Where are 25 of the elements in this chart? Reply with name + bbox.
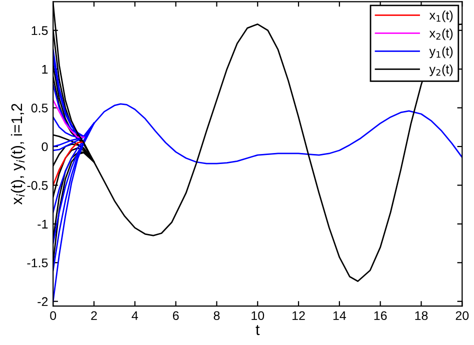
x-tick-label: 4 xyxy=(132,311,138,320)
x-tick-label: 0 xyxy=(50,311,56,320)
legend-label: x$_{1}$(t) xyxy=(429,10,453,22)
y-tick-label: -1 xyxy=(38,220,48,228)
x-tick-label: 2 xyxy=(91,311,97,320)
y-tick-label: -1.5 xyxy=(27,258,48,268)
x-tick-label: 10 xyxy=(252,311,264,320)
x-tick-label: 14 xyxy=(333,311,346,320)
y-axis-title: x$_{i}$(t), y$_{i}$(t), i=1,2 xyxy=(10,104,26,205)
x-tick-label: 6 xyxy=(172,311,179,320)
x-axis-title: t xyxy=(256,325,260,336)
legend-label: y$_{1}$(t) xyxy=(429,46,453,58)
y-tick-label: 0 xyxy=(42,142,48,152)
x-tick-label: 20 xyxy=(456,311,469,320)
x-tick-label: 12 xyxy=(292,311,305,320)
y-tick-label: 1 xyxy=(42,65,48,74)
y-tick-label: 0.5 xyxy=(31,104,48,112)
y-tick-label: -0.5 xyxy=(27,181,48,190)
y-tick-label: 1.5 xyxy=(32,26,48,36)
legend-label: y$_{2}$(t) xyxy=(429,64,453,76)
x-tick-label: 16 xyxy=(374,311,387,320)
legend-label: x$_{2}$(t) xyxy=(429,28,453,40)
x-tick-label: 8 xyxy=(214,311,220,320)
x-tick-label: 18 xyxy=(415,311,428,320)
y-tick-label: -2 xyxy=(38,297,48,306)
